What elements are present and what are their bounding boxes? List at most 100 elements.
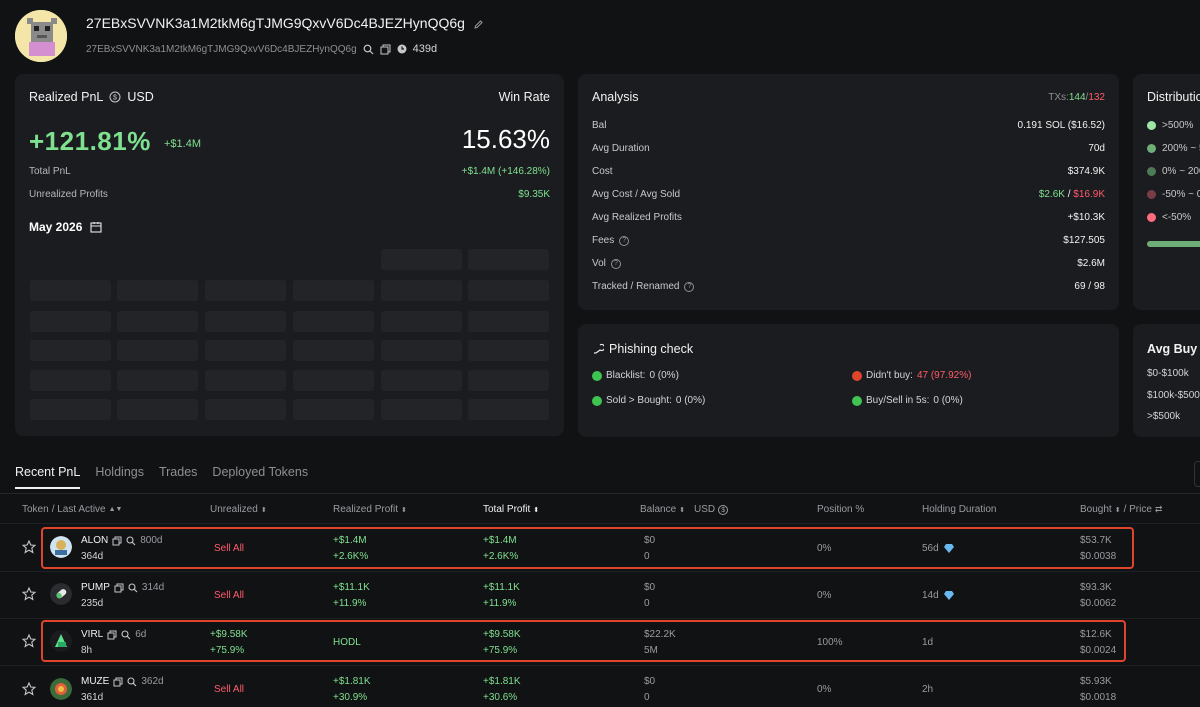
total-pnl-value: +$1.4M (+146.28%) [461,166,550,177]
total-percent: +2.6K% [483,551,519,562]
tab-bar: Recent PnL Holdings Trades Deployed Toke… [15,465,308,489]
phishing-title-row: Phishing check [592,342,693,356]
sold-bought-item: Sold > Bought: 0 (0%) [592,395,705,406]
total-amount: +$9.58K [483,629,521,640]
sort-icon: ⬍ [401,506,407,514]
realized-percent: +2.6K% [333,551,369,562]
svg-text:$: $ [113,95,117,102]
help-icon[interactable]: ? [610,258,621,269]
avg-realized-value: +$10.3K [1067,212,1105,223]
realized-amount: +$1.4M [333,535,367,546]
holding-duration: 56d [922,543,954,554]
header-bought[interactable]: Bought ⬍ / Price ⇄ [1080,504,1163,515]
tab-trades[interactable]: Trades [158,465,198,479]
sort-icon: ⬍ [260,506,267,514]
search-icon[interactable] [128,582,138,593]
avg-cost-sold-label: Avg Cost / Avg Sold [592,189,681,200]
star-icon[interactable] [22,634,36,648]
phishing-title: Phishing check [609,342,694,356]
distribution-title: Distributio [1147,90,1200,104]
avg-cost-sold-value: $2.6K / $16.9K [1039,189,1105,200]
token-name[interactable]: ALON [81,535,109,546]
balance-usd: $0 [644,582,656,593]
avg-cost-value: $2.6K [1038,189,1065,200]
tab-holdings[interactable]: Holdings [95,465,144,479]
bought-price: $0.0024 [1080,645,1117,656]
tracked-label: Tracked / Renamed? [592,281,695,292]
header-balance[interactable]: Balance ⬍ USD $ [640,504,729,515]
bal-label: Bal [592,120,607,131]
token-name[interactable]: MUZE [81,676,110,687]
bought-amount: $93.3K [1080,582,1112,593]
wallet-address-row: 27EBxSVVNK3a1M2tkM6gTJMG9QxvV6Dc4BJEZHyn… [86,43,437,55]
balance-amount: 0 [644,598,650,609]
bought-price: $0.0062 [1080,598,1117,609]
sell-all-button[interactable]: Sell All [214,543,245,554]
buy-sell-5s-item: Buy/Sell in 5s: 0 (0%) [852,395,963,406]
copy-icon[interactable] [114,583,124,593]
search-icon[interactable] [127,676,137,687]
position-percent: 100% [817,637,843,648]
total-amount: +$1.4M [483,535,517,546]
currency-icon[interactable]: $ [109,91,121,103]
header-position[interactable]: Position % [817,504,865,515]
search-icon[interactable] [363,44,374,55]
copy-icon[interactable] [113,677,123,687]
calendar-icon[interactable] [90,221,102,233]
sort-desc-icon: ⬍ [533,506,540,514]
avg-sold-value: $16.9K [1073,189,1105,200]
token-name[interactable]: PUMP [81,582,110,593]
unrealized-amount: +$9.58K [210,629,248,640]
search-icon[interactable] [121,629,131,640]
header-realized[interactable]: Realized Profit ⬍ [333,504,407,515]
realized-percent: +30.9% [333,692,368,703]
token-name-row: PUMP 314d [81,582,164,593]
realized-amount: +$11.1K [333,582,370,593]
token-name-row: VIRL 6d [81,629,146,640]
realized-pnl-panel: Realized PnL $ USD +121.81% +$1.4M Win R… [15,74,564,436]
header-token[interactable]: Token / Last Active ▲▼ [22,504,123,515]
currency-toggle-icon: $ [718,504,729,515]
sort-icon: ⬍ [1114,506,1121,514]
tab-right-control[interactable] [1194,461,1200,487]
help-icon[interactable]: ? [619,235,630,246]
header-unrealized[interactable]: Unrealized ⬍ [210,504,267,515]
dist-item: 200% ~ 5 [1147,143,1200,154]
tx-label: TXs: [1048,92,1069,103]
dist-item: <-50% [1147,212,1191,223]
cost-value: $374.9K [1067,166,1105,177]
currency-label[interactable]: USD [127,90,154,104]
token-last-active: 8h [81,645,93,656]
total-amount: +$1.81K [483,676,521,687]
avg-duration-value: 70d [1088,143,1105,154]
header-total-profit[interactable]: Total Profit ⬍ [483,504,540,515]
balance-amount: 0 [644,551,650,562]
copy-icon[interactable] [107,630,117,640]
dist-item: 0% ~ 200 [1147,166,1200,177]
tx-count: TXs:144/132 [1048,92,1105,103]
copy-icon[interactable] [112,536,122,546]
sell-all-button[interactable]: Sell All [214,684,245,695]
unrealized-percent: +75.9% [210,645,245,656]
help-icon[interactable]: ? [684,281,695,292]
tab-deployed-tokens[interactable]: Deployed Tokens [212,465,309,479]
balance-amount: 5M [644,645,658,656]
total-percent: +30.6% [483,692,518,703]
star-icon[interactable] [22,540,36,554]
sell-all-button[interactable]: Sell All [214,590,245,601]
avatar[interactable] [15,10,67,62]
header-holding[interactable]: Holding Duration [922,504,997,515]
star-icon[interactable] [22,587,36,601]
bought-price: $0.0018 [1080,692,1117,703]
hook-icon [592,343,604,355]
token-name[interactable]: VIRL [81,629,104,640]
tab-recent-pnl[interactable]: Recent PnL [15,465,81,489]
avg-buy-title: Avg Buy M [1147,342,1200,356]
avg-buy-item: $100k-$500 [1147,390,1200,401]
star-icon[interactable] [22,682,36,696]
search-icon[interactable] [126,535,136,546]
wallet-title: 27EBxSVVNK3a1M2tkM6gTJMG9QxvV6Dc4BJEZHyn… [86,15,484,31]
edit-icon[interactable] [473,19,484,30]
copy-icon[interactable] [380,44,391,55]
calendar-month[interactable]: May 2026 [29,220,102,234]
